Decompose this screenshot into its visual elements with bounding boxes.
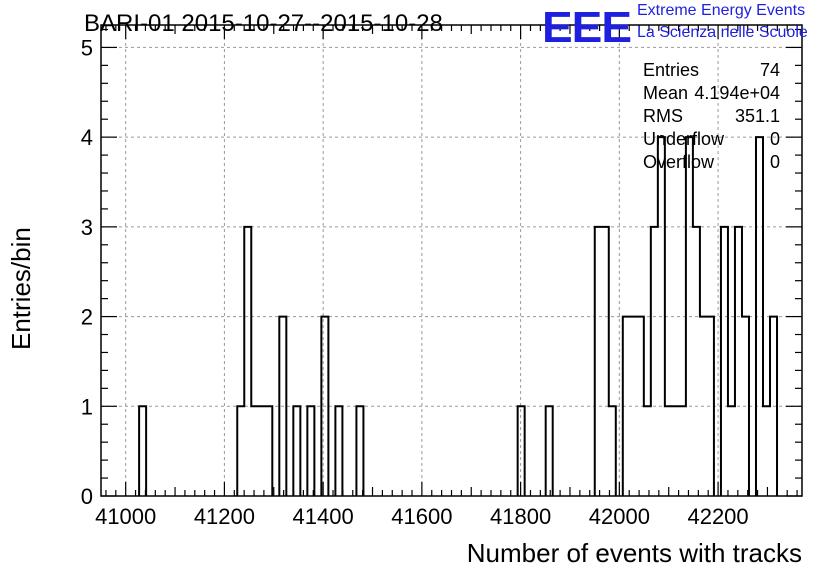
x-tick-label: 41600 xyxy=(391,504,452,529)
histogram-bin xyxy=(237,406,244,496)
y-axis-ticks: 0 1 2 3 4 5 xyxy=(81,28,802,509)
histogram-bin xyxy=(665,406,672,496)
histogram-bin xyxy=(356,406,363,496)
y-tick-label: 4 xyxy=(81,125,93,150)
histogram-bin xyxy=(307,406,314,496)
logo-line-2: La Scienza nelle Scuole xyxy=(637,24,808,41)
histogram-bin xyxy=(644,406,651,496)
histogram-bin xyxy=(546,406,553,496)
histogram-bin xyxy=(728,406,735,496)
histogram-bin xyxy=(258,406,265,496)
stat-rms-label: RMS xyxy=(643,106,683,126)
x-tick-label: 41000 xyxy=(95,504,156,529)
stat-overflow-label: Overflow xyxy=(643,152,715,172)
x-tick-label: 41800 xyxy=(490,504,551,529)
chart-title: BARI-01 2015-10-27--2015-10-28 xyxy=(84,10,443,37)
histogram-bin xyxy=(651,227,658,496)
y-tick-label: 3 xyxy=(81,215,93,240)
y-tick-label: 1 xyxy=(81,394,93,419)
histogram-bin xyxy=(602,227,609,496)
histogram-bin xyxy=(609,406,616,496)
histogram-bin xyxy=(735,227,742,496)
y-axis-label: Entries/bin xyxy=(6,227,36,350)
x-tick-label: 41400 xyxy=(293,504,354,529)
stat-overflow-value: 0 xyxy=(769,152,780,172)
histogram-bin xyxy=(251,406,258,496)
x-axis-label: Number of events with tracks xyxy=(466,538,802,568)
histogram-bin xyxy=(672,406,679,496)
logo-line-1: Extreme Energy Events xyxy=(637,2,806,19)
histogram-bin xyxy=(595,227,602,496)
x-tick-label: 42000 xyxy=(589,504,650,529)
stat-underflow-label: Underflow xyxy=(643,129,725,149)
y-tick-label: 0 xyxy=(81,484,93,509)
histogram-bin xyxy=(721,227,728,496)
histogram-bin xyxy=(679,406,686,496)
stat-entries-label: Entries xyxy=(643,60,700,80)
eee-logo-mark: EEE xyxy=(542,2,632,52)
x-axis-ticks: 41000 41200 41400 41600 41800 42000 42200 xyxy=(95,25,798,529)
histogram-bin xyxy=(763,406,770,496)
stat-entries-value: 74 xyxy=(759,60,780,80)
y-tick-label: 5 xyxy=(81,35,93,60)
y-tick-label: 2 xyxy=(81,305,93,330)
stat-underflow-value: 0 xyxy=(769,129,780,149)
histogram-bin xyxy=(139,406,146,496)
histogram-bin xyxy=(693,227,700,496)
stat-mean-label: Mean xyxy=(643,83,689,103)
histogram-bin xyxy=(265,406,272,496)
histogram-outline xyxy=(138,136,779,496)
histogram-bin xyxy=(244,227,251,496)
x-tick-label: 42200 xyxy=(687,504,748,529)
histogram-bin xyxy=(335,406,342,496)
histogram-bin xyxy=(293,406,300,496)
stat-mean-value: 4.194e+04 xyxy=(694,83,780,103)
x-tick-label: 41200 xyxy=(194,504,255,529)
stat-rms-value: 351.1 xyxy=(734,106,780,126)
